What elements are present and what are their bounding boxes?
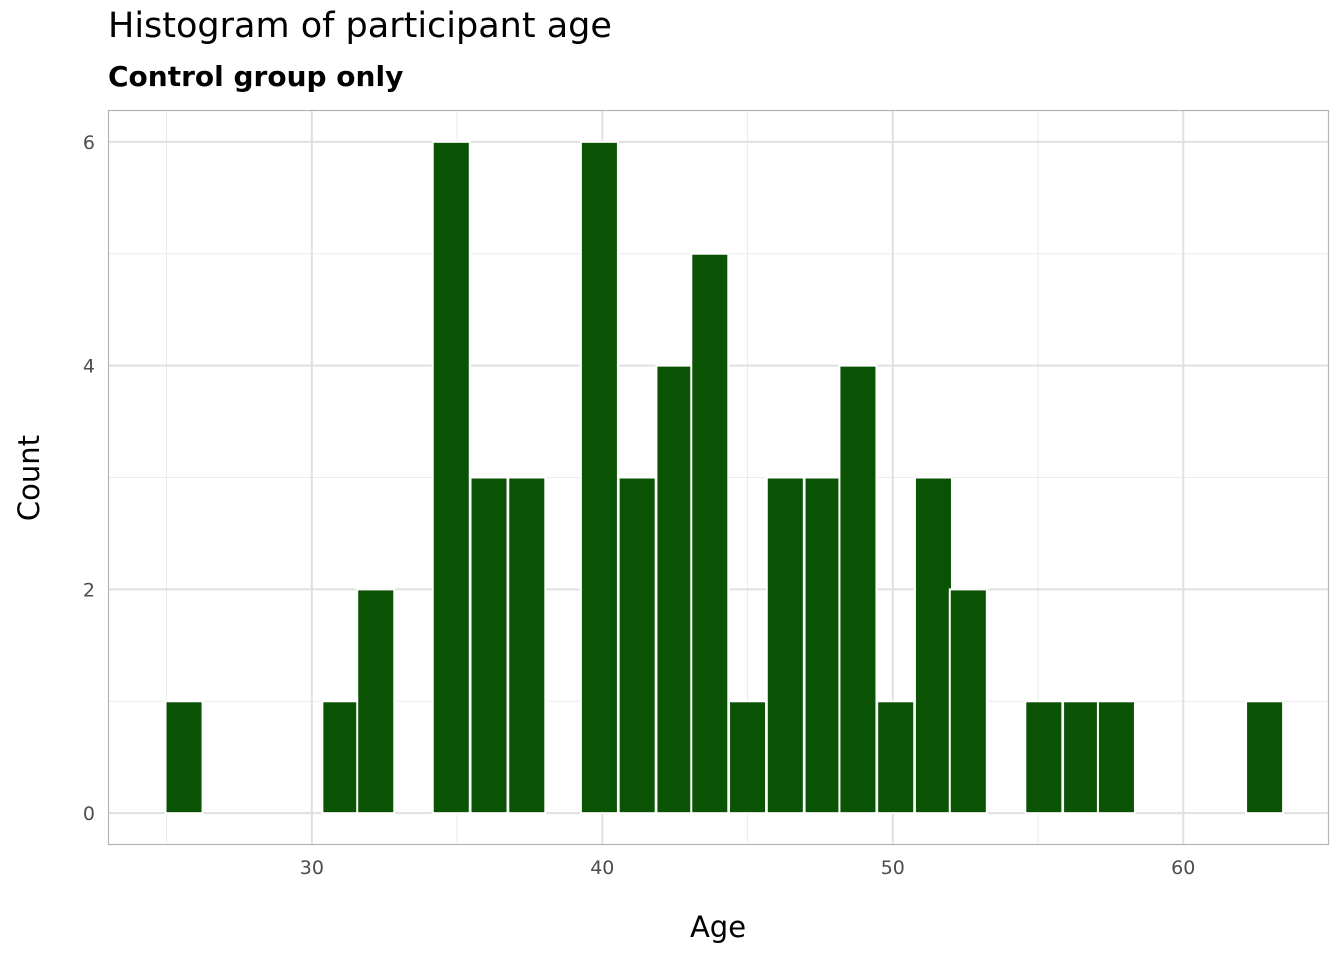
histogram-bar	[507, 476, 547, 815]
histogram-bar	[321, 700, 361, 815]
y-tick-label: 2	[83, 579, 95, 601]
histogram-bar	[876, 700, 916, 815]
x-tick-label: 50	[881, 857, 905, 879]
y-tick-label: 4	[83, 356, 95, 378]
histogram-bars	[164, 140, 1285, 815]
histogram-bar	[1096, 700, 1136, 815]
histogram-bar	[838, 364, 878, 815]
histogram-bar	[579, 140, 619, 815]
chart-subtitle: Control group only	[108, 60, 404, 93]
histogram-bar	[356, 588, 396, 815]
histogram-bar	[728, 700, 768, 815]
axis-ticks: 30 40 50 60 0 2 4 6	[83, 132, 1195, 879]
panel-border	[107, 109, 1330, 846]
chart-title: Histogram of participant age	[108, 6, 612, 46]
histogram-bar	[1245, 700, 1285, 815]
x-tick-label: 60	[1171, 857, 1195, 879]
y-tick-label: 0	[83, 803, 95, 825]
histogram-bar	[164, 700, 204, 815]
histogram-bar	[913, 476, 953, 815]
histogram-bar	[617, 476, 657, 815]
histogram-bar	[948, 588, 988, 815]
histogram-bar	[655, 364, 695, 815]
histogram-bar	[1062, 700, 1102, 815]
y-axis-title: Count	[12, 435, 46, 521]
x-axis-title: Age	[690, 910, 746, 944]
histogram-bar	[469, 476, 509, 815]
histogram-bar	[765, 476, 805, 815]
histogram-bar	[431, 140, 471, 815]
histogram-bar	[690, 252, 730, 815]
histogram-bar	[1024, 700, 1064, 815]
x-tick-label: 30	[300, 857, 324, 879]
x-tick-label: 40	[590, 857, 614, 879]
histogram-bar	[803, 476, 843, 815]
y-tick-label: 6	[83, 132, 95, 154]
